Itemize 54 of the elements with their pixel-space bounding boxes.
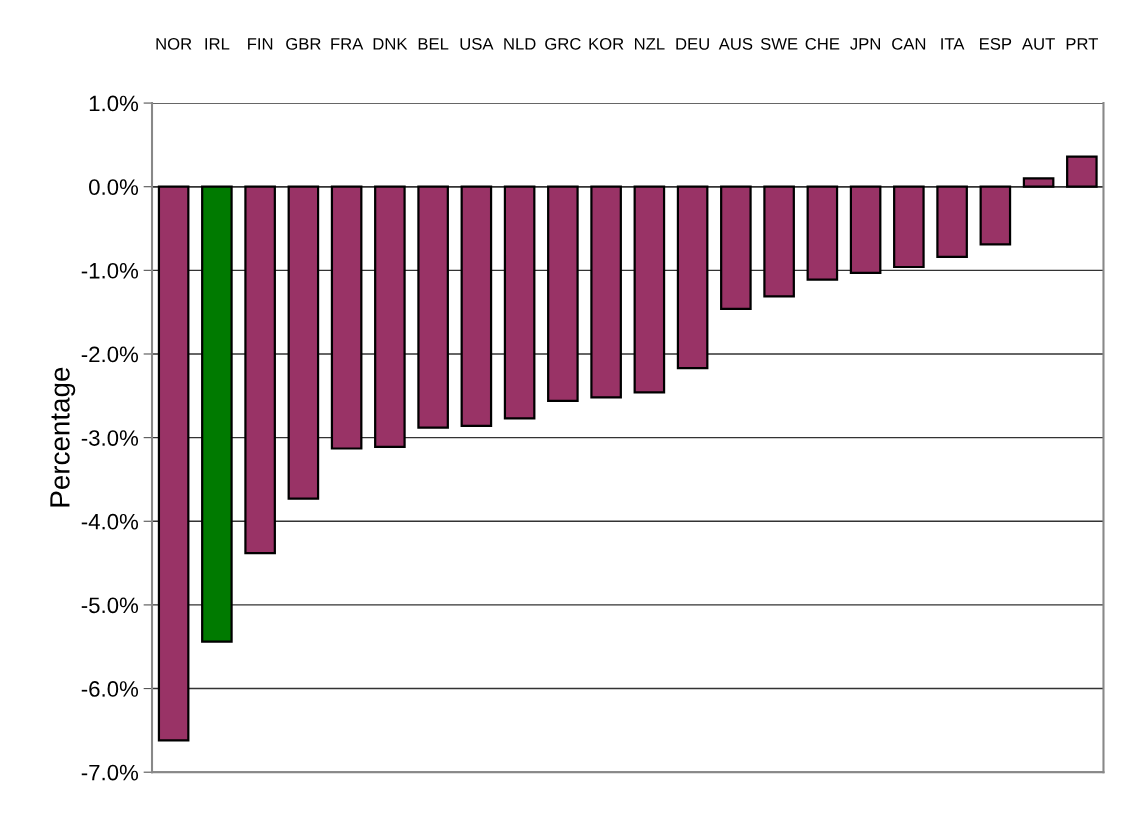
bar bbox=[979, 185, 1012, 246]
bar bbox=[417, 185, 449, 429]
x-tick-label: AUS bbox=[718, 37, 753, 50]
x-tick-label: CHE bbox=[805, 37, 840, 50]
x-tick-label: GBR bbox=[286, 37, 321, 50]
x-tick-label: ITA bbox=[941, 38, 965, 50]
bar bbox=[676, 185, 709, 370]
x-tick-label: FIN bbox=[248, 38, 273, 50]
x-tick-label: DEU bbox=[676, 38, 709, 50]
x-tick-label: KOR bbox=[589, 37, 624, 50]
y-tick-label: 1.0% bbox=[89, 95, 139, 112]
bar bbox=[330, 185, 363, 450]
x-tick-label: PRT bbox=[1066, 38, 1098, 50]
x-tick-label: GRC bbox=[545, 37, 581, 50]
bar bbox=[157, 185, 190, 742]
bar bbox=[893, 185, 925, 269]
y-tick-label: 0.0% bbox=[89, 179, 139, 195]
bar bbox=[633, 185, 666, 394]
x-tick-label: DNK bbox=[373, 38, 408, 50]
x-tick-label: JPN bbox=[850, 38, 880, 50]
x-tick-label: BEL bbox=[418, 38, 449, 50]
x-tick-label: IRL bbox=[205, 38, 230, 50]
bar bbox=[201, 185, 233, 643]
x-tick-label: FRA bbox=[331, 38, 364, 50]
x-tick-label: NLD bbox=[504, 38, 536, 50]
y-axis-title: Percentage bbox=[50, 367, 76, 507]
bar bbox=[1066, 155, 1098, 188]
bar bbox=[460, 185, 493, 428]
y-tick-label: -7.0% bbox=[81, 764, 139, 781]
x-tick-label: NOR bbox=[156, 37, 192, 50]
y-tick-label: -2.0% bbox=[81, 346, 139, 363]
bar bbox=[287, 185, 320, 500]
bar bbox=[547, 185, 579, 402]
y-tick-label: -6.0% bbox=[81, 681, 139, 697]
bar bbox=[503, 185, 536, 420]
bar bbox=[244, 185, 276, 555]
bar bbox=[763, 185, 795, 298]
x-tick-label: AUT bbox=[1021, 38, 1055, 50]
bar bbox=[590, 185, 622, 399]
bar bbox=[1022, 177, 1055, 188]
bar bbox=[806, 185, 839, 281]
bar bbox=[374, 185, 406, 448]
y-tick-label: -3.0% bbox=[81, 430, 139, 446]
bar bbox=[720, 185, 752, 310]
bar bbox=[849, 185, 882, 274]
y-tick-label: -5.0% bbox=[81, 597, 139, 614]
x-tick-label: NZL bbox=[634, 38, 665, 50]
x-tick-label: USA bbox=[460, 37, 494, 50]
x-tick-label: SWE bbox=[760, 37, 798, 50]
x-tick-label: CAN bbox=[892, 37, 926, 50]
bar bbox=[936, 185, 968, 259]
y-tick-label: -4.0% bbox=[81, 513, 139, 530]
y-tick-label: -1.0% bbox=[81, 262, 139, 279]
x-tick-label: ESP bbox=[980, 37, 1012, 50]
